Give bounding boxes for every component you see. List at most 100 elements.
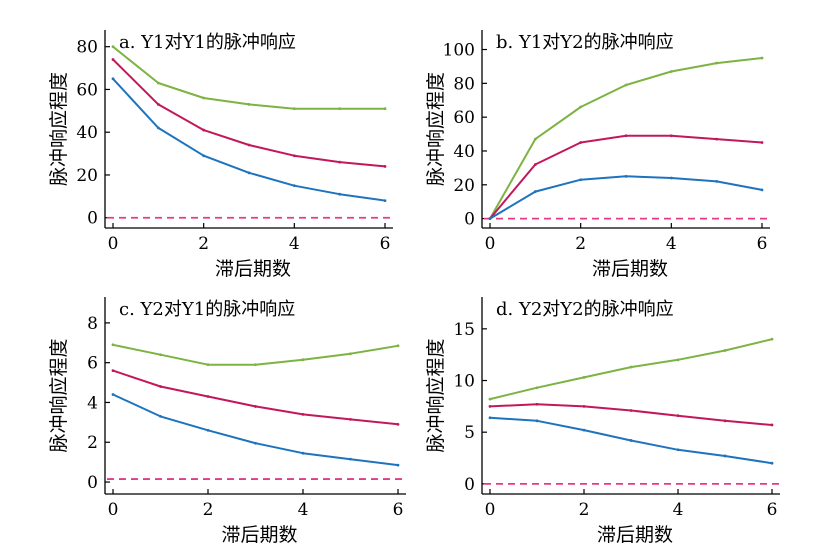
y-tick-label: 60 [76,80,98,100]
data-point [349,457,352,461]
data-point [383,199,387,203]
data-point [349,352,352,356]
x-axis-label: 滞后期数 [215,258,291,280]
data-point [488,416,492,420]
data-point [676,414,680,418]
panel-title: b. Y1对Y2的脉冲响应 [496,32,674,53]
data-point [301,358,305,362]
data-point [156,81,160,85]
data-point [629,439,633,442]
data-point [111,369,115,373]
y-tick-label: 0 [464,210,475,230]
panel-title: a. Y1对Y1的脉冲响应 [119,32,296,53]
data-point [206,428,210,432]
data-point [159,385,162,388]
x-axis-label: 滞后期数 [597,524,673,546]
data-point [111,58,115,61]
data-point [723,454,727,458]
data-point [770,423,774,427]
data-point [770,337,774,341]
series-line-2 [112,78,386,202]
data-point [254,405,257,408]
data-point [579,105,583,109]
data-point [629,409,633,412]
data-point [338,107,342,111]
data-point [206,363,210,367]
data-point [533,137,537,141]
data-point [488,217,492,221]
data-point [206,395,210,398]
data-point [292,184,296,188]
data-point [383,107,387,111]
x-tick-label: 2 [198,234,209,254]
y-axis-label: 脉冲响应程度 [425,338,447,452]
data-point [760,141,764,144]
data-point [254,441,257,445]
series-line-1 [489,403,773,426]
y-tick-label: 15 [453,320,475,340]
data-point [488,404,492,408]
x-tick-label: 6 [757,234,768,254]
x-axis-label: 滞后期数 [592,258,668,280]
data-point [111,77,115,81]
series-line-1 [112,369,399,426]
data-point [535,419,539,423]
data-point [111,393,115,396]
y-tick-label: 0 [87,473,98,493]
y-tick-label: 60 [453,108,475,128]
y-tick-label: 5 [464,423,475,443]
data-point [715,61,719,65]
x-tick-label: 4 [298,500,309,520]
data-point [338,192,342,196]
data-point [338,160,342,164]
data-point [760,56,764,60]
data-point [383,165,387,168]
y-tick-label: 80 [76,38,98,58]
y-tick-label: 10 [453,372,475,392]
data-point [582,376,586,379]
data-point [676,358,680,362]
data-point [723,349,727,352]
y-tick-label: 4 [87,393,98,413]
x-tick-label: 4 [673,500,684,520]
data-point [396,422,400,426]
data-point [624,83,628,87]
y-tick-label: 6 [87,354,98,374]
x-tick-label: 0 [485,500,496,520]
data-point [669,134,673,138]
data-point [533,190,537,193]
data-point [301,451,305,455]
data-point [488,397,492,401]
x-tick-label: 6 [380,234,391,254]
data-point [669,70,673,73]
x-tick-label: 2 [579,500,590,520]
y-tick-label: 8 [87,314,98,334]
data-point [247,103,251,106]
series-line-0 [489,338,773,401]
y-tick-label: 2 [87,433,98,453]
y-tick-label: 20 [76,166,98,186]
data-point [111,45,115,49]
data-point [396,344,400,348]
data-point [156,126,160,130]
y-tick-label: 40 [76,123,98,143]
data-point [111,343,115,347]
x-tick-label: 0 [485,234,496,254]
panel-title: c. Y2对Y1的脉冲响应 [119,299,295,320]
x-axis-label: 滞后期数 [221,524,297,546]
data-point [715,180,719,183]
data-point [292,107,296,111]
data-point [247,143,251,147]
data-point [624,134,628,138]
data-point [247,171,251,175]
data-point [535,386,539,390]
data-point [202,154,206,158]
data-point [535,402,539,406]
data-point [292,154,296,158]
y-tick-label: 20 [453,176,475,196]
x-tick-label: 4 [666,234,677,254]
data-point [396,463,400,467]
